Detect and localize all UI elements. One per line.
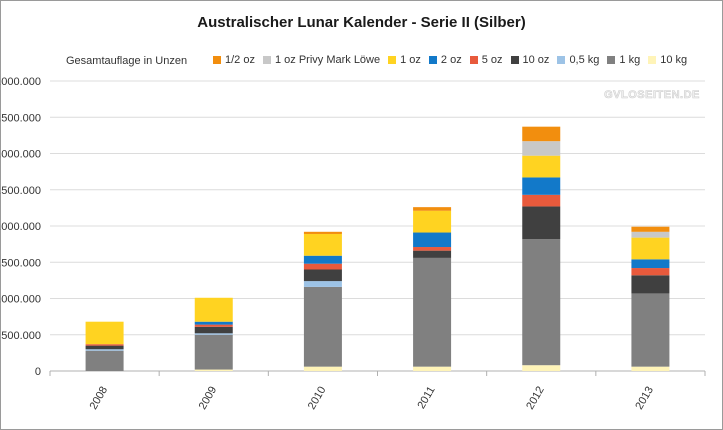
- bar-segment: [631, 259, 670, 269]
- legend-swatch: [648, 56, 657, 64]
- bar-segment: [194, 297, 233, 322]
- legend-swatch: [510, 56, 519, 64]
- legend-swatch: [388, 56, 397, 64]
- bar-segment: [522, 239, 561, 366]
- bar-segment: [85, 349, 124, 351]
- legend-swatch: [557, 56, 566, 64]
- bar-segment: [522, 206, 561, 240]
- bar-segment: [194, 334, 233, 370]
- bar-segment: [522, 141, 561, 156]
- bar-segment: [631, 226, 670, 232]
- legend-label: 10 oz: [522, 54, 550, 66]
- legend-swatch: [262, 56, 271, 64]
- y-tick-label: 3.500.000: [0, 112, 41, 124]
- bar-segment: [631, 275, 670, 294]
- bar-segment: [413, 210, 452, 233]
- legend-item: 1 oz Privy Mark Löwe: [262, 54, 381, 66]
- x-tick-label: 2013: [633, 385, 656, 412]
- x-tick-label: 2008: [88, 385, 111, 412]
- x-tick-label: 2009: [197, 385, 220, 412]
- legend-item: 1 oz: [388, 54, 421, 66]
- bar-segment: [85, 344, 124, 346]
- bar-segment: [631, 231, 670, 238]
- bar-segment: [522, 194, 561, 207]
- legend-label: 10 kg: [660, 54, 688, 66]
- bar-segment: [303, 286, 342, 367]
- x-tick-label: 2010: [306, 385, 329, 412]
- bar-segment: [631, 293, 670, 367]
- bar-segment: [85, 321, 124, 345]
- watermark: GVLOSEITEN.DE: [604, 89, 700, 101]
- bar-segment: [303, 255, 342, 264]
- legend-label: 5 oz: [481, 54, 503, 66]
- bar-segment: [413, 207, 452, 211]
- y-axis-label: Gesamtauflage in Unzen: [66, 55, 188, 67]
- bar-segment: [303, 231, 342, 234]
- legend-item: 10 oz: [510, 54, 550, 66]
- bar-segment: [303, 263, 342, 270]
- bar-segment: [631, 268, 670, 276]
- y-tick-label: 0: [35, 366, 41, 378]
- bar-segment: [522, 177, 561, 195]
- bar-segment: [413, 232, 452, 248]
- x-tick-label: 2012: [524, 385, 547, 412]
- bar-segment: [413, 257, 452, 367]
- chart-title: Australischer Lunar Kalender - Serie II …: [197, 14, 526, 31]
- y-tick-label: 3.000.000: [0, 149, 41, 161]
- bar-segment: [413, 366, 452, 371]
- legend-label: 1 kg: [619, 54, 641, 66]
- bar-segment: [413, 250, 452, 258]
- bar-segment: [194, 326, 233, 334]
- legend-swatch: [213, 56, 221, 64]
- legend-swatch: [469, 56, 478, 64]
- legend-label: 1 oz Privy Mark Löwe: [274, 54, 381, 66]
- legend-item: 1/2 oz: [213, 54, 255, 66]
- bar-segment: [631, 366, 670, 371]
- legend-label: 2 oz: [440, 54, 462, 66]
- legend-item: 10 kg: [648, 54, 687, 66]
- bar-segment: [303, 233, 342, 256]
- legend-swatch: [607, 56, 616, 64]
- x-tick-label: 2011: [415, 385, 437, 411]
- bar-segment: [194, 321, 233, 325]
- y-tick-label: 1.500.000: [0, 257, 41, 269]
- y-tick-label: 2.000.000: [0, 221, 41, 233]
- legend-item: 1 kg: [607, 54, 640, 66]
- bar-segment: [522, 155, 561, 178]
- bar-segment: [522, 126, 561, 142]
- bar-segment: [413, 247, 452, 251]
- legend-item: 5 oz: [469, 54, 503, 66]
- y-tick-label: 500.000: [1, 330, 41, 342]
- bar-segment: [522, 365, 561, 371]
- legend-item: 0,5 kg: [557, 54, 599, 66]
- chart-legend: 1/2 oz 1 oz Privy Mark Löwe 1 oz 2 oz 5 oz 10…: [213, 54, 695, 66]
- bar-segment: [303, 366, 342, 371]
- bar-segment: [303, 269, 342, 282]
- bar-segment: [303, 281, 342, 287]
- bar-segment: [194, 324, 233, 327]
- y-tick-label: 1.000.000: [0, 294, 41, 306]
- bar-segment: [194, 369, 233, 371]
- legend-swatch: [428, 56, 437, 64]
- legend-label: 1 oz: [400, 54, 421, 66]
- y-tick-label: 2.500.000: [0, 185, 41, 197]
- legend-label: 0,5 kg: [569, 54, 600, 66]
- bar-segment: [631, 237, 670, 260]
- legend-label: 1/2 oz: [225, 54, 255, 66]
- bar-segment: [194, 333, 233, 335]
- bar-segment: [85, 345, 124, 350]
- legend-item: 2 oz: [428, 54, 462, 66]
- y-tick-label: 4.000.000: [0, 76, 41, 88]
- bar-segment: [85, 350, 124, 371]
